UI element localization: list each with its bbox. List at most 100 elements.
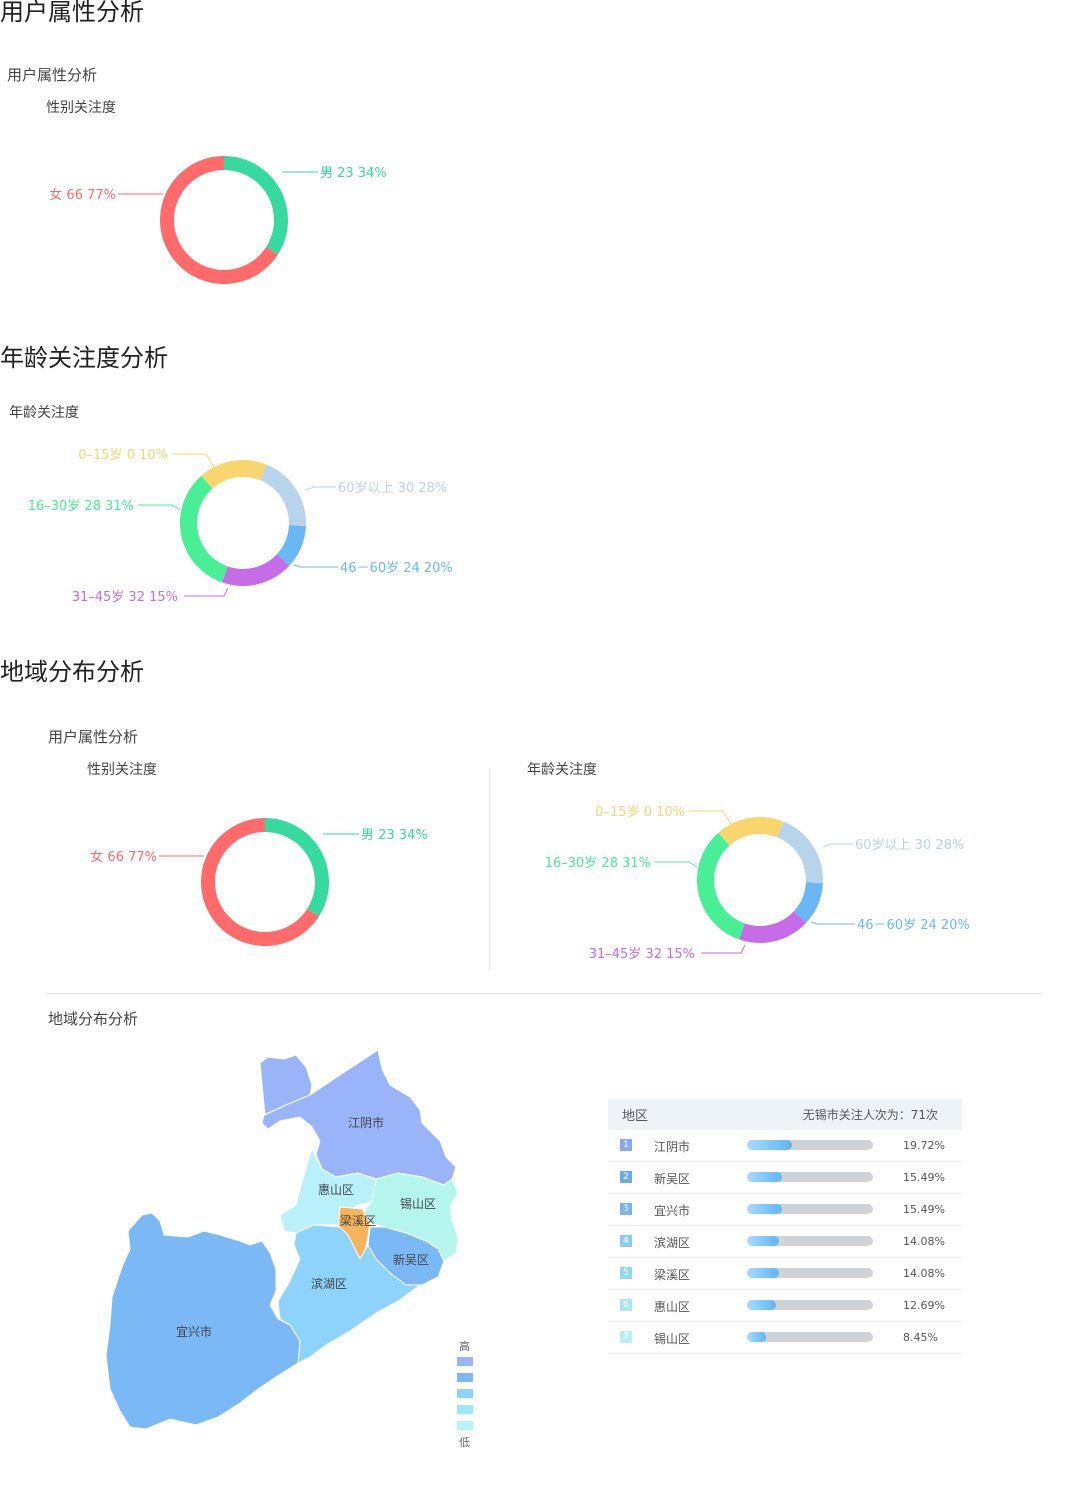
age-donut-chart-2: 0–15岁 0 10% 60岁以上 30 28% 46－60岁 24 20% 31–4… — [545, 805, 970, 962]
header-region: 地区 — [622, 1109, 649, 1124]
map-label-xishan: 锡山区 — [400, 1197, 437, 1211]
share-bar-fill — [747, 1332, 767, 1342]
share-percent: 15.49% — [903, 1203, 945, 1216]
region-name: 宜兴市 — [654, 1204, 691, 1218]
age2-leader-line-4 — [655, 861, 698, 868]
map-label-xinwu: 新吴区 — [393, 1253, 430, 1267]
map-legend — [457, 1357, 473, 1437]
panel-title-region: 地域分布分析 — [48, 1010, 139, 1028]
region-name: 新吴区 — [654, 1172, 691, 1186]
rank-number: 5 — [620, 1267, 632, 1279]
share-bar-fill — [747, 1172, 783, 1182]
region-ranking-table: 地区 无锡市关注人次为：71次 1 江阴市 19.72% 2 新吴区 15.49% 3 宜兴市… — [608, 1099, 962, 1354]
share-percent: 14.08% — [903, 1235, 945, 1248]
age2-label-0: 0–15岁 0 10% — [595, 805, 685, 820]
age2-slice-3[interactable] — [739, 911, 807, 943]
rank-number: 6 — [620, 1299, 632, 1311]
table-row[interactable]: 4 滨湖区 14.08% — [608, 1226, 962, 1258]
age-label-1: 60岁以上 30 28% — [338, 481, 447, 496]
share-bar-fill — [747, 1204, 783, 1214]
share-bar — [747, 1140, 873, 1150]
map-region-binhu[interactable] — [277, 1224, 422, 1364]
table-row[interactable]: 3 宜兴市 15.49% — [608, 1194, 962, 1226]
age-label-2: 46－60岁 24 20% — [340, 561, 453, 576]
table-row[interactable]: 1 江阴市 19.72% — [608, 1130, 962, 1162]
age2-leader-line-1 — [822, 843, 853, 848]
age-leader-line-0 — [172, 453, 215, 468]
legend-swatch-0 — [457, 1357, 473, 1366]
age-donut-chart: 0–15岁 0 10% 60岁以上 30 28% 46－60岁 24 20% 31–4… — [28, 448, 453, 605]
age2-leader-line-3 — [701, 944, 746, 954]
section-title-age: 年龄关注度分析 — [0, 344, 168, 372]
rank-number: 1 — [620, 1139, 632, 1151]
region-name: 锡山区 — [654, 1332, 691, 1346]
age2-slice-0[interactable] — [718, 817, 784, 846]
share-bar — [747, 1268, 873, 1278]
wuxi-region-map — [105, 1049, 459, 1430]
age2-label-3: 31–45岁 32 15% — [589, 947, 695, 962]
share-bar-fill — [747, 1268, 780, 1278]
age-slice-1[interactable] — [260, 464, 306, 527]
vertical-divider — [489, 768, 490, 970]
age2-label-2: 46－60岁 24 20% — [857, 918, 970, 933]
gender2-label-0: 男 23 34% — [361, 828, 428, 843]
gender2-label-1: 女 66 77% — [90, 849, 157, 865]
panel-title-user-2: 用户属性分析 — [48, 728, 139, 746]
section-title-user: 用户属性分析 — [0, 0, 144, 26]
share-bar — [747, 1172, 873, 1182]
age2-slice-1[interactable] — [777, 821, 823, 884]
rank-number: 7 — [620, 1331, 632, 1343]
share-bar — [747, 1236, 873, 1246]
share-percent: 19.72% — [903, 1139, 945, 1152]
rank-number: 2 — [620, 1171, 632, 1183]
share-percent: 15.49% — [903, 1171, 945, 1184]
table-row[interactable]: 5 梁溪区 14.08% — [608, 1258, 962, 1290]
share-percent: 14.08% — [903, 1267, 945, 1280]
age2-slice-2[interactable] — [793, 882, 823, 923]
share-bar — [747, 1300, 873, 1310]
gender-donut-chart-2: 男 23 34% 女 66 77% — [90, 818, 428, 946]
map-label-binhu: 滨湖区 — [311, 1277, 348, 1291]
map-label-jiangyin: 江阴市 — [348, 1116, 385, 1130]
share-bar — [747, 1204, 873, 1214]
age-slice-2[interactable] — [276, 525, 306, 566]
chart-title-age: 年龄关注度 — [9, 405, 79, 421]
section-title-region: 地域分布分析 — [0, 658, 144, 686]
panel-title-user: 用户属性分析 — [7, 66, 98, 84]
gender-label-1: 女 66 77% — [49, 187, 116, 203]
share-percent: 8.45% — [903, 1331, 938, 1344]
table-row[interactable]: 7 锡山区 8.45% — [608, 1322, 962, 1354]
age2-slice-4[interactable] — [697, 832, 745, 940]
region-name: 梁溪区 — [654, 1268, 691, 1282]
region-name: 惠山区 — [654, 1300, 691, 1314]
age-slice-0[interactable] — [201, 460, 267, 489]
map-label-yixing: 宜兴市 — [176, 1325, 213, 1339]
region-name: 滨湖区 — [654, 1236, 691, 1250]
horizontal-divider — [47, 993, 1041, 994]
gender-slice-0[interactable] — [224, 156, 288, 255]
table-row[interactable]: 6 惠山区 12.69% — [608, 1290, 962, 1322]
age-leader-line-2 — [293, 564, 338, 568]
gender-donut-chart: 男 23 34% 女 66 77% — [49, 156, 387, 284]
age2-leader-line-0 — [689, 810, 732, 825]
chart-title-age-2: 年龄关注度 — [527, 762, 597, 778]
map-label-liangxi: 梁溪区 — [340, 1214, 377, 1228]
ranking-header: 地区 无锡市关注人次为：71次 — [608, 1099, 962, 1130]
age-label-0: 0–15岁 0 10% — [78, 448, 168, 463]
share-percent: 12.69% — [903, 1299, 945, 1312]
gender-label-0: 男 23 34% — [320, 166, 387, 181]
age-slice-3[interactable] — [222, 554, 290, 586]
age-leader-line-4 — [138, 504, 181, 511]
legend-swatch-4 — [457, 1421, 473, 1430]
table-row[interactable]: 2 新吴区 15.49% — [608, 1162, 962, 1194]
share-bar-fill — [747, 1140, 793, 1150]
rank-number: 4 — [620, 1235, 632, 1247]
age-label-3: 31–45岁 32 15% — [72, 590, 178, 605]
chart-title-gender-2: 性别关注度 — [87, 762, 157, 778]
map-region-yixing[interactable] — [105, 1212, 301, 1430]
age-slice-4[interactable] — [179, 475, 228, 583]
chart-title-gender: 性别关注度 — [46, 100, 116, 116]
gender2-slice-0[interactable] — [265, 818, 329, 917]
legend-swatch-2 — [457, 1389, 473, 1398]
legend-high-label: 高 — [459, 1340, 470, 1353]
